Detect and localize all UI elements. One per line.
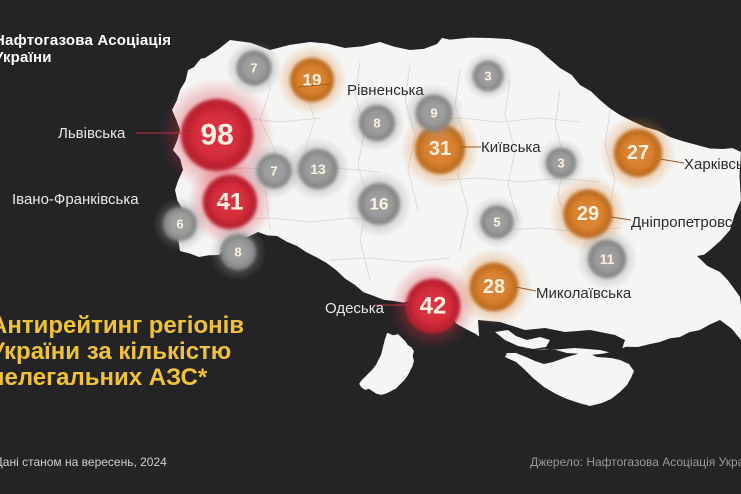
svg-text:42: 42 bbox=[420, 293, 447, 320]
svg-text:Одеська: Одеська bbox=[325, 300, 385, 317]
svg-text:5: 5 bbox=[493, 215, 500, 230]
svg-text:Київська: Київська bbox=[481, 139, 541, 156]
svg-text:7: 7 bbox=[250, 61, 257, 76]
svg-text:6: 6 bbox=[176, 217, 183, 232]
svg-text:29: 29 bbox=[577, 203, 599, 225]
svg-text:Івано-Франківська: Івано-Франківська bbox=[12, 191, 139, 208]
svg-text:Миколаївська: Миколаївська bbox=[536, 285, 632, 302]
svg-text:98: 98 bbox=[200, 119, 233, 152]
svg-text:9: 9 bbox=[430, 106, 437, 121]
svg-text:3: 3 bbox=[557, 156, 564, 171]
svg-text:Харківська: Харківська bbox=[684, 156, 741, 173]
svg-text:27: 27 bbox=[627, 142, 649, 164]
svg-text:16: 16 bbox=[370, 195, 389, 214]
svg-text:Рівненська: Рівненська bbox=[347, 82, 424, 99]
svg-text:28: 28 bbox=[483, 276, 505, 298]
svg-text:3: 3 bbox=[484, 69, 491, 84]
svg-text:Львівська: Львівська bbox=[58, 125, 126, 142]
svg-text:8: 8 bbox=[234, 245, 241, 260]
svg-text:8: 8 bbox=[373, 116, 380, 131]
svg-text:11: 11 bbox=[600, 251, 615, 267]
svg-text:7: 7 bbox=[270, 164, 277, 179]
svg-text:Дніпропетровська: Дніпропетровська bbox=[631, 214, 741, 231]
svg-text:13: 13 bbox=[310, 161, 326, 177]
